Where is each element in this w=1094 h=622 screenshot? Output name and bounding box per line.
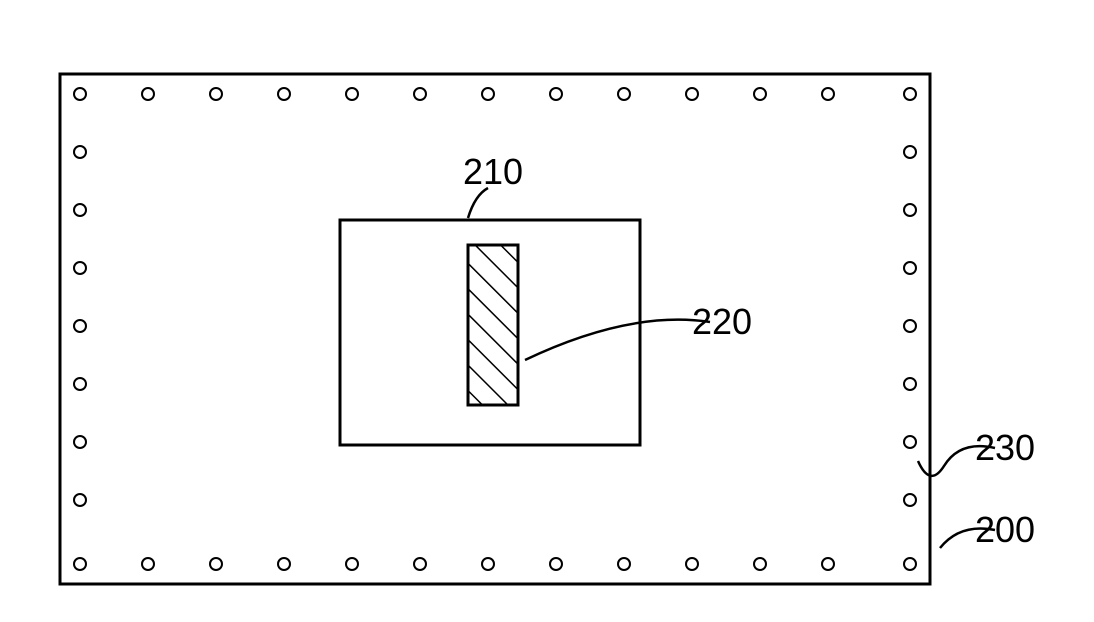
- via-circle: [142, 88, 154, 100]
- via-circle: [618, 558, 630, 570]
- via-circle: [414, 558, 426, 570]
- via-circle: [550, 88, 562, 100]
- via-circle: [74, 204, 86, 216]
- via-circle: [74, 146, 86, 158]
- via-circle: [278, 558, 290, 570]
- via-circle: [210, 558, 222, 570]
- via-circle: [822, 88, 834, 100]
- via-circle: [74, 378, 86, 390]
- label-l200: 200: [975, 509, 1035, 550]
- via-circle: [74, 88, 86, 100]
- via-circle: [74, 558, 86, 570]
- via-circle: [904, 558, 916, 570]
- via-circle: [550, 558, 562, 570]
- via-circle: [346, 88, 358, 100]
- via-circle: [686, 88, 698, 100]
- via-circle: [904, 88, 916, 100]
- diagram-svg: 210 220 230 200: [0, 0, 1094, 622]
- via-circle: [754, 558, 766, 570]
- via-circle: [686, 558, 698, 570]
- via-circle: [904, 378, 916, 390]
- via-circle: [482, 88, 494, 100]
- via-circle: [904, 436, 916, 448]
- via-circle: [754, 88, 766, 100]
- via-circle: [142, 558, 154, 570]
- via-circle: [278, 88, 290, 100]
- leader-l210: [468, 188, 488, 218]
- via-circle: [74, 436, 86, 448]
- via-circle: [904, 320, 916, 332]
- via-circle: [904, 262, 916, 274]
- via-circle: [822, 558, 834, 570]
- label-l220: 220: [692, 301, 752, 342]
- via-circle: [904, 146, 916, 158]
- leader-l220: [525, 320, 710, 360]
- via-circle: [482, 558, 494, 570]
- via-circle: [414, 88, 426, 100]
- via-circle: [74, 320, 86, 332]
- via-circle: [74, 494, 86, 506]
- label-l210: 210: [463, 151, 523, 192]
- label-l230: 230: [975, 427, 1035, 468]
- via-circle: [346, 558, 358, 570]
- via-circle: [904, 204, 916, 216]
- hatched-rect: [468, 245, 518, 405]
- via-circle: [904, 494, 916, 506]
- via-circle: [210, 88, 222, 100]
- via-circle: [618, 88, 630, 100]
- via-circle: [74, 262, 86, 274]
- diagram-container: 210 220 230 200: [0, 0, 1094, 622]
